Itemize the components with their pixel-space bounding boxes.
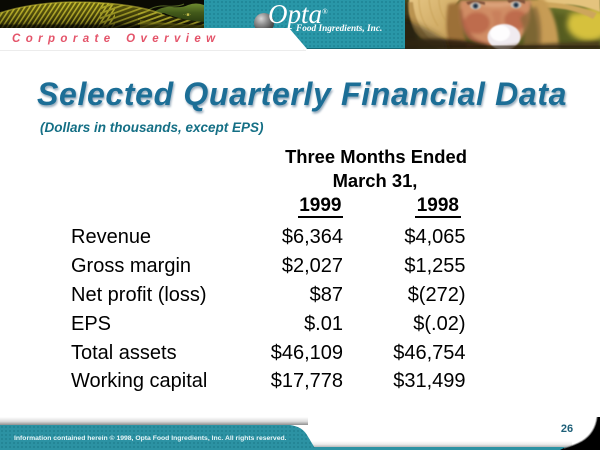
svg-text:··■·: ··■· — [183, 12, 191, 18]
